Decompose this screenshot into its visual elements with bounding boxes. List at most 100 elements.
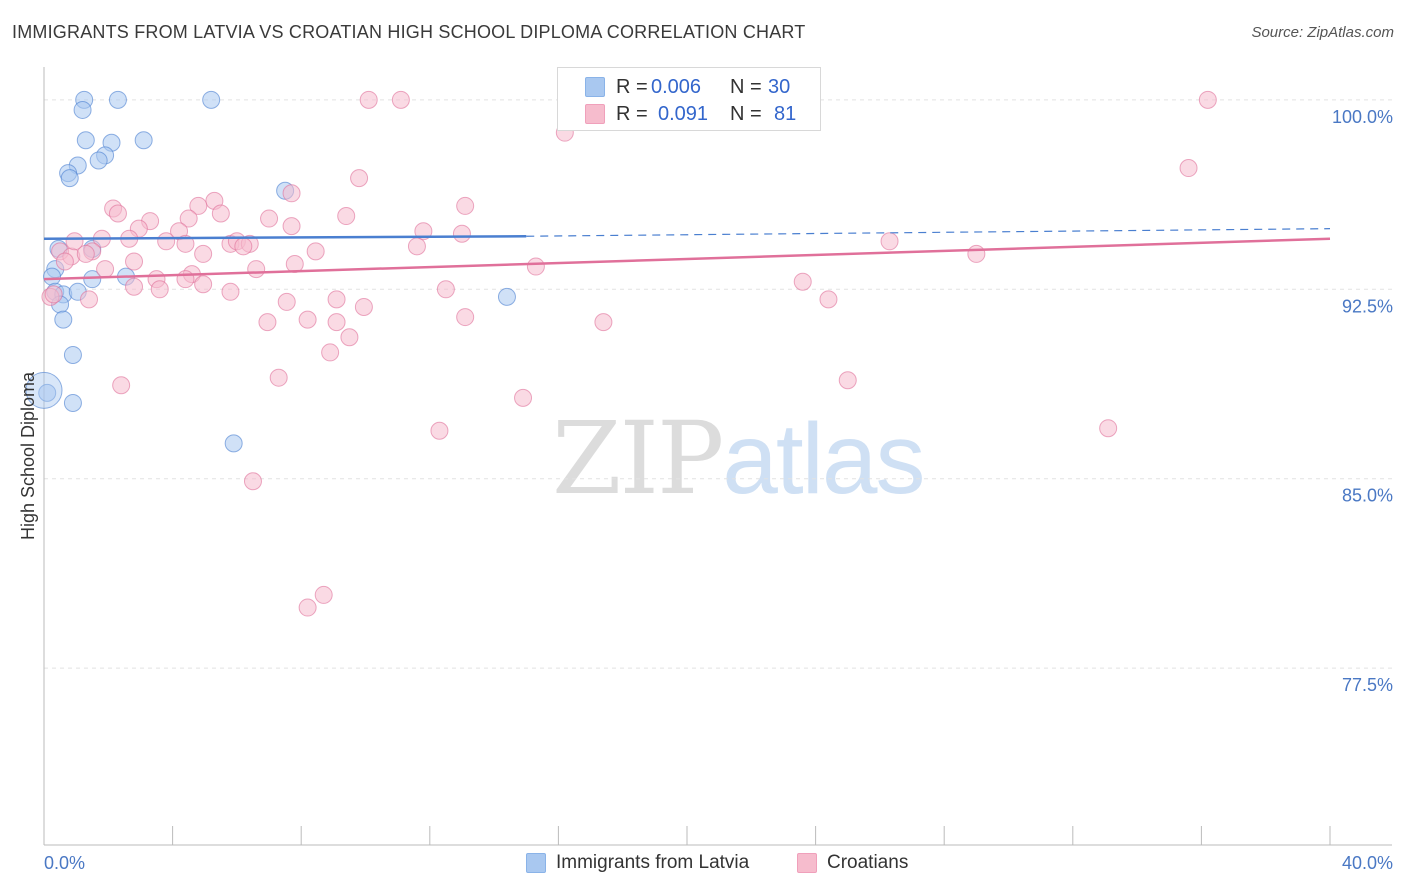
data-point <box>594 313 613 332</box>
data-point <box>65 232 84 251</box>
y-axis-label: High School Diploma <box>18 371 38 540</box>
data-point <box>1099 419 1118 438</box>
bottom-legend-latvia: Immigrants from Latvia <box>526 852 749 874</box>
data-point <box>526 257 545 276</box>
grid-lines <box>44 99 1392 669</box>
data-point <box>221 282 240 301</box>
data-point <box>63 345 82 364</box>
data-point <box>340 328 359 347</box>
data-point <box>194 275 213 294</box>
data-point <box>55 252 74 271</box>
data-point <box>314 585 333 604</box>
data-point <box>63 393 82 412</box>
trend-lines <box>43 228 1331 281</box>
data-point <box>350 169 369 188</box>
data-point <box>125 252 144 271</box>
y-tick-label-2: 85.0% <box>1342 486 1393 506</box>
y-tick-label-3: 77.5% <box>1342 675 1393 695</box>
x-tick-label-1: 40.0% <box>1342 853 1393 873</box>
data-point <box>407 237 426 256</box>
y-tick-label-0: 100.0% <box>1332 107 1393 127</box>
legend-row-croatians: R = 0.091 N = 81 <box>558 100 820 128</box>
data-point <box>202 90 221 109</box>
data-point <box>1198 90 1217 109</box>
stats-legend: R = 0.006 N = 30 R = 0.091 N = 81 <box>557 67 821 131</box>
trend-line-1 <box>43 237 1331 281</box>
bottom-legend-croatians: Croatians <box>797 852 908 874</box>
y-tick-label-1: 92.5% <box>1342 296 1393 316</box>
chart-title: IMMIGRANTS FROM LATVIA VS CROATIAN HIGH … <box>12 22 806 42</box>
data-point <box>436 280 455 299</box>
watermark: ZIPatlas <box>552 400 926 517</box>
bottom-legend-label-croatians: Croatians <box>827 852 909 873</box>
data-point <box>176 234 195 253</box>
data-point <box>298 598 317 617</box>
data-point <box>282 217 301 236</box>
bottom-legend-label-latvia: Immigrants from Latvia <box>556 852 750 873</box>
data-point <box>359 90 378 109</box>
data-point <box>89 151 108 170</box>
data-point <box>134 131 153 150</box>
bottom-legend-swatch-croatians <box>797 853 817 873</box>
data-point <box>150 280 169 299</box>
data-point <box>44 285 63 304</box>
data-point <box>80 290 99 309</box>
data-point <box>38 383 57 402</box>
data-point <box>73 100 92 119</box>
data-point <box>269 368 288 387</box>
legend-row-latvia: R = 0.006 N = 30 <box>558 73 820 101</box>
data-point <box>260 209 279 228</box>
data-point <box>277 292 296 311</box>
watermark-atlas: atlas <box>722 403 925 515</box>
data-point <box>108 204 127 223</box>
data-point <box>306 242 325 261</box>
data-point <box>96 260 115 279</box>
data-point <box>179 209 198 228</box>
data-point <box>337 207 356 226</box>
data-point <box>514 388 533 407</box>
data-point <box>819 290 838 309</box>
data-point <box>838 371 857 390</box>
data-point <box>112 376 131 395</box>
data-point <box>391 90 410 109</box>
data-point <box>354 297 373 316</box>
data-point <box>258 313 277 332</box>
data-point <box>176 270 195 289</box>
data-point <box>60 169 79 188</box>
trend-line-0 <box>43 234 527 241</box>
data-point <box>452 224 471 243</box>
watermark-zip: ZIP <box>552 400 724 517</box>
data-point <box>321 343 340 362</box>
legend-swatch-latvia <box>585 77 605 97</box>
legend-swatch-croatians <box>585 104 605 124</box>
legend-r-label: R = <box>616 102 648 125</box>
x-tick-label-0: 0.0% <box>44 853 85 873</box>
data-point <box>108 90 127 109</box>
data-point <box>497 287 516 306</box>
trend-line-extension-0 <box>526 228 1331 237</box>
data-point <box>327 313 346 332</box>
data-point <box>282 184 301 203</box>
data-point <box>327 290 346 309</box>
data-point <box>298 310 317 329</box>
data-point <box>243 472 262 491</box>
legend-n-value: 30 <box>768 75 791 98</box>
data-point <box>194 244 213 263</box>
data-point <box>43 267 62 286</box>
data-point <box>224 434 243 453</box>
data-point <box>157 232 176 251</box>
data-point <box>234 237 253 256</box>
data-point <box>76 131 95 150</box>
data-point <box>54 310 73 329</box>
data-point <box>25 371 63 409</box>
tick-labels: 100.0% 92.5% 85.0% 77.5% 0.0% 40.0% High Schoo… <box>18 107 1393 873</box>
source-label: Source: ZipAtlas.com <box>1251 24 1394 41</box>
bottom-legend-swatch-latvia <box>526 853 546 873</box>
axes <box>43 67 1392 846</box>
data-point <box>456 308 475 327</box>
legend-r-value: 0.091 <box>658 102 709 125</box>
legend-r-label: R = <box>616 75 648 98</box>
legend-n-value: 81 <box>774 102 797 125</box>
data-point <box>880 232 899 251</box>
data-point <box>125 277 144 296</box>
